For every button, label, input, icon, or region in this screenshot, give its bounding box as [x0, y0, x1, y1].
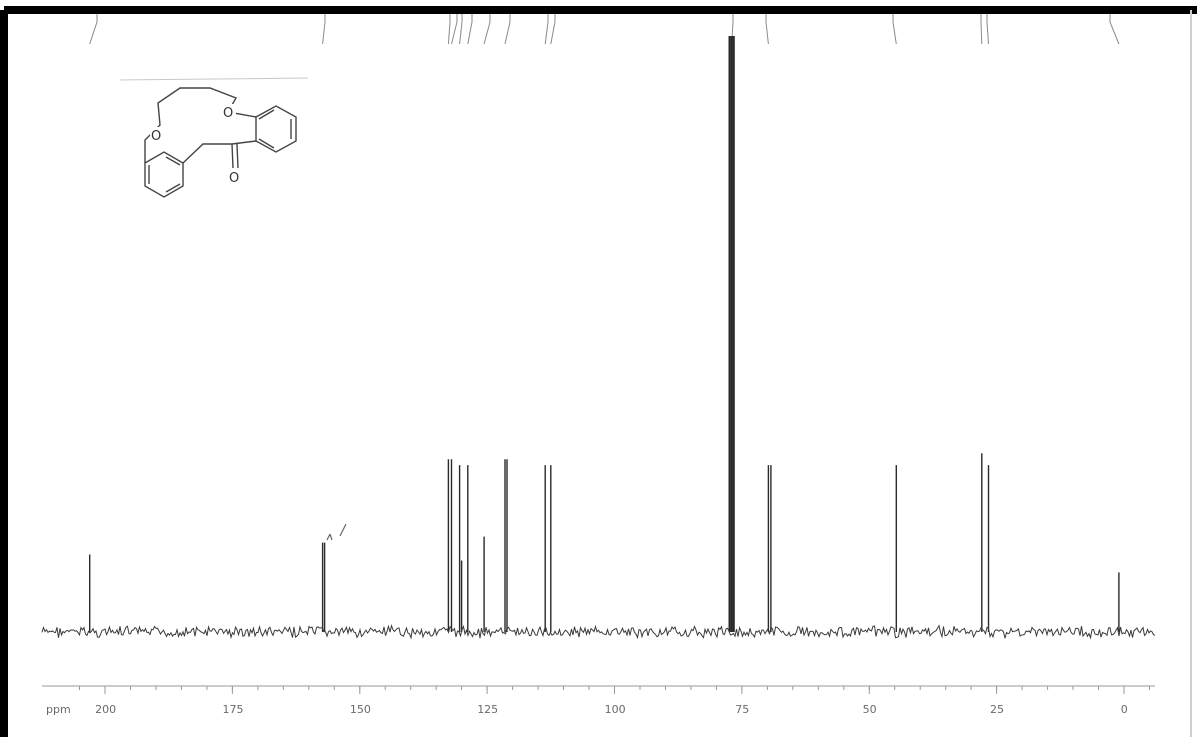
peak-link-11: [765, 14, 769, 45]
peak-link-2: [447, 14, 451, 45]
peak-link-8: [544, 14, 549, 45]
peak-link-1: [322, 14, 326, 45]
x-axis-unit-label: ppm: [46, 703, 71, 716]
annotation-mark-2: [339, 523, 347, 537]
x-axis-major-ticks: 200 175 150 125 100 75 50 25 0: [95, 686, 1128, 716]
peak-annotation-marks: [326, 523, 347, 541]
peak-link-7: [504, 14, 511, 45]
oxygen-label-bg-2: [222, 104, 236, 120]
x-tick-label-0: 0: [1121, 703, 1128, 716]
peak-group: [88, 36, 1120, 632]
peak-link-4: [459, 14, 463, 45]
ketone-bridge: [182, 140, 257, 164]
x-tick-label-50: 50: [863, 703, 877, 716]
peak-link-5: [467, 14, 473, 45]
x-tick-label-200: 200: [95, 703, 116, 716]
carbonyl-oxygen-label: O: [229, 171, 239, 186]
x-tick-label-125: 125: [477, 703, 498, 716]
carbonyl-label-bg: [228, 168, 244, 186]
x-tick-label-175: 175: [223, 703, 244, 716]
peak-link-9: [550, 14, 556, 45]
left-benzene-ring: [144, 151, 184, 198]
scan-artefact: [119, 77, 309, 81]
peak-link-6: [483, 14, 491, 45]
peak-link-3: [451, 14, 458, 45]
carbonyl-bond-a: [231, 143, 234, 169]
baseline-noise: [41, 623, 1156, 640]
x-tick-label-150: 150: [350, 703, 371, 716]
peak-link-12: [892, 14, 897, 45]
x-tick-label-75: 75: [735, 703, 749, 716]
peak-link-14: [986, 14, 989, 45]
x-tick-label-100: 100: [605, 703, 626, 716]
carbonyl-bond-b: [236, 143, 239, 169]
peak-link-13: [980, 14, 983, 45]
annotation-mark-1: [326, 533, 333, 541]
x-tick-label-25: 25: [990, 703, 1004, 716]
peak-link-0: [89, 14, 98, 45]
oxygen-label-right: O: [223, 106, 233, 121]
oxygen-label-left: O: [151, 129, 161, 144]
peak-link-15: [1109, 14, 1120, 45]
oxygen-label-bg-1: [150, 127, 164, 143]
